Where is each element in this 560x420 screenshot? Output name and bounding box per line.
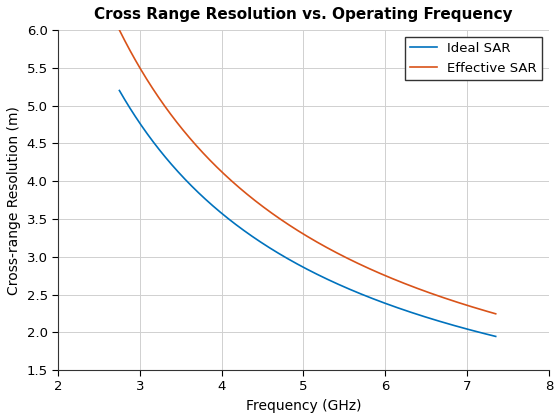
X-axis label: Frequency (GHz): Frequency (GHz): [246, 399, 361, 413]
Ideal SAR: [424, 315, 431, 320]
Effective SAR: [295, 228, 301, 233]
Ideal SAR: [492, 334, 499, 339]
Ideal SAR: [320, 275, 326, 280]
Effective SAR: [116, 28, 123, 33]
Line: Effective SAR: Effective SAR: [119, 30, 496, 314]
Ideal SAR: [483, 332, 490, 337]
Effective SAR: [483, 309, 490, 314]
Title: Cross Range Resolution vs. Operating Frequency: Cross Range Resolution vs. Operating Fre…: [94, 7, 513, 22]
Effective SAR: [424, 290, 431, 295]
Effective SAR: [492, 311, 499, 316]
Ideal SAR: [297, 263, 304, 268]
Line: Ideal SAR: Ideal SAR: [119, 90, 496, 336]
Y-axis label: Cross-range Resolution (m): Cross-range Resolution (m): [7, 106, 21, 294]
Effective SAR: [340, 254, 347, 259]
Legend: Ideal SAR, Effective SAR: Ideal SAR, Effective SAR: [405, 37, 542, 80]
Ideal SAR: [340, 284, 347, 289]
Ideal SAR: [116, 88, 123, 93]
Effective SAR: [297, 230, 304, 235]
Ideal SAR: [295, 262, 301, 267]
Effective SAR: [320, 243, 326, 248]
